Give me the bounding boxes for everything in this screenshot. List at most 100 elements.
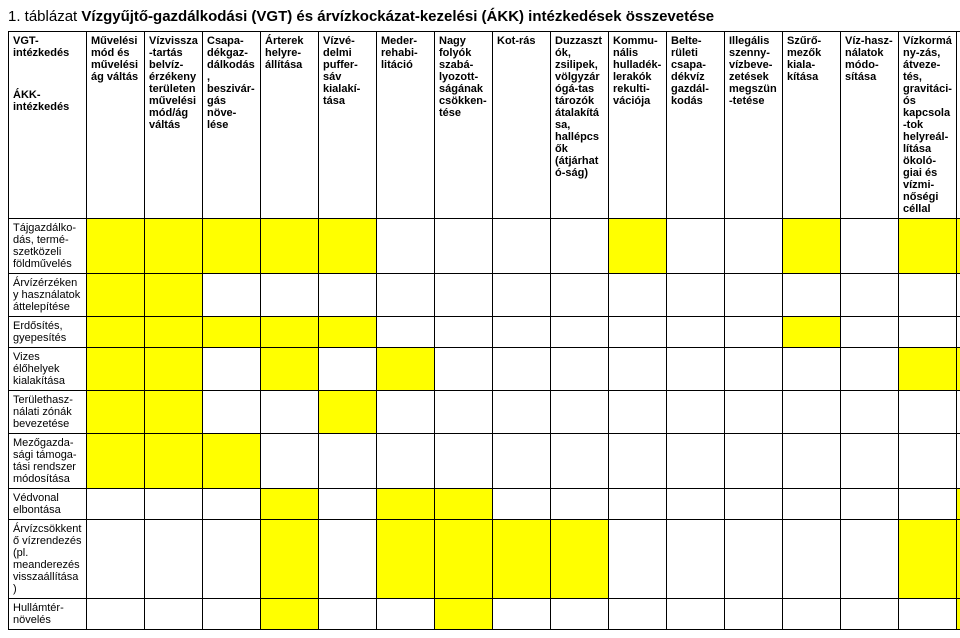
table-row: Vizes élőhelyek kialakítása bbox=[9, 348, 960, 391]
matrix-cell bbox=[203, 274, 261, 317]
matrix-cell bbox=[783, 348, 841, 391]
matrix-cell bbox=[667, 391, 725, 434]
col-header: Nagy folyók szabá-lyozott-ságának csökke… bbox=[435, 32, 493, 219]
matrix-cell bbox=[261, 489, 319, 520]
matrix-cell bbox=[957, 391, 960, 434]
matrix-cell bbox=[145, 391, 203, 434]
col-header: Duzzasztók, zsilipek, völgyzárógá-tas tá… bbox=[551, 32, 609, 219]
matrix-cell bbox=[435, 489, 493, 520]
col-header: Művelési mód és művelési ág váltás bbox=[87, 32, 145, 219]
row-header: Erdősítés, gyepesítés bbox=[9, 317, 87, 348]
row-header: Mezőgazda-sági támoga-tási rendszer módo… bbox=[9, 434, 87, 489]
matrix-cell bbox=[145, 434, 203, 489]
matrix-cell bbox=[667, 348, 725, 391]
table-row: Mezőgazda-sági támoga-tási rendszer módo… bbox=[9, 434, 960, 489]
col-header: Mélyfekvésű területek, mellékágak és hul… bbox=[957, 32, 960, 219]
matrix-cell bbox=[493, 348, 551, 391]
matrix-cell bbox=[783, 520, 841, 599]
row-header: Tájgazdálko-dás, termé-szetközeli földmű… bbox=[9, 219, 87, 274]
matrix-cell bbox=[899, 274, 957, 317]
matrix-cell bbox=[551, 219, 609, 274]
matrix-cell bbox=[725, 274, 783, 317]
matrix-cell bbox=[725, 599, 783, 630]
matrix-cell bbox=[435, 599, 493, 630]
matrix-table: VGT-intézkedés ÁKK-intézkedés Művelési m… bbox=[8, 31, 960, 630]
matrix-cell bbox=[377, 434, 435, 489]
title-prefix: 1. táblázat bbox=[8, 8, 81, 25]
col-header: Kot-rás bbox=[493, 32, 551, 219]
matrix-cell bbox=[261, 348, 319, 391]
matrix-cell bbox=[493, 520, 551, 599]
matrix-cell bbox=[899, 434, 957, 489]
matrix-cell bbox=[377, 489, 435, 520]
matrix-cell bbox=[725, 219, 783, 274]
matrix-cell bbox=[841, 434, 899, 489]
matrix-cell bbox=[667, 434, 725, 489]
matrix-cell bbox=[609, 348, 667, 391]
matrix-cell bbox=[609, 489, 667, 520]
col-header: Árterek helyre-állítása bbox=[261, 32, 319, 219]
matrix-cell bbox=[377, 274, 435, 317]
header-row: VGT-intézkedés ÁKK-intézkedés Művelési m… bbox=[9, 32, 960, 219]
matrix-cell bbox=[493, 599, 551, 630]
matrix-cell bbox=[957, 520, 960, 599]
matrix-cell bbox=[957, 274, 960, 317]
matrix-cell bbox=[435, 317, 493, 348]
matrix-cell bbox=[667, 219, 725, 274]
matrix-cell bbox=[203, 434, 261, 489]
matrix-body: Tájgazdálko-dás, termé-szetközeli földmű… bbox=[9, 219, 960, 630]
matrix-cell bbox=[493, 317, 551, 348]
matrix-cell bbox=[203, 348, 261, 391]
matrix-cell bbox=[841, 219, 899, 274]
matrix-cell bbox=[261, 274, 319, 317]
page-title: 1. táblázat Vízgyűjtő-gazdálkodási (VGT)… bbox=[8, 8, 952, 25]
col-header: Vízvissza-tartás belvíz-érzékeny terület… bbox=[145, 32, 203, 219]
matrix-cell bbox=[203, 317, 261, 348]
matrix-cell bbox=[319, 489, 377, 520]
matrix-cell bbox=[435, 391, 493, 434]
matrix-cell bbox=[261, 317, 319, 348]
matrix-cell bbox=[957, 317, 960, 348]
matrix-cell bbox=[493, 219, 551, 274]
matrix-cell bbox=[609, 599, 667, 630]
matrix-cell bbox=[899, 599, 957, 630]
matrix-cell bbox=[87, 274, 145, 317]
matrix-cell bbox=[783, 391, 841, 434]
matrix-cell bbox=[377, 391, 435, 434]
matrix-cell bbox=[145, 317, 203, 348]
matrix-cell bbox=[87, 599, 145, 630]
matrix-cell bbox=[145, 520, 203, 599]
matrix-cell bbox=[783, 489, 841, 520]
matrix-cell bbox=[667, 599, 725, 630]
matrix-cell bbox=[725, 489, 783, 520]
matrix-cell bbox=[261, 219, 319, 274]
matrix-cell bbox=[551, 489, 609, 520]
matrix-cell bbox=[261, 520, 319, 599]
matrix-cell bbox=[319, 520, 377, 599]
col-header: Vízkormány-zás, átveze-tés, gravitáci-ós… bbox=[899, 32, 957, 219]
matrix-cell bbox=[493, 391, 551, 434]
matrix-cell bbox=[667, 274, 725, 317]
col-header: Szűrő-mezők kiala-kítása bbox=[783, 32, 841, 219]
matrix-cell bbox=[609, 317, 667, 348]
matrix-cell bbox=[493, 434, 551, 489]
col-header: Víz-hasz-nálatok módo-sítása bbox=[841, 32, 899, 219]
matrix-cell bbox=[87, 434, 145, 489]
matrix-cell bbox=[725, 391, 783, 434]
col-header: Meder-rehabi-litáció bbox=[377, 32, 435, 219]
row-header: Árvízcsökkentő vízrendezés (pl. meandere… bbox=[9, 520, 87, 599]
matrix-cell bbox=[493, 274, 551, 317]
matrix-cell bbox=[667, 520, 725, 599]
matrix-cell bbox=[145, 274, 203, 317]
matrix-cell bbox=[551, 434, 609, 489]
matrix-cell bbox=[87, 520, 145, 599]
matrix-cell bbox=[725, 348, 783, 391]
matrix-cell bbox=[435, 434, 493, 489]
matrix-cell bbox=[667, 489, 725, 520]
matrix-cell bbox=[551, 348, 609, 391]
matrix-cell bbox=[841, 348, 899, 391]
matrix-cell bbox=[261, 434, 319, 489]
col-header: Illegális szenny-vízbeve-zetések megszün… bbox=[725, 32, 783, 219]
matrix-cell bbox=[783, 274, 841, 317]
col-header: Kommu-nális hulladék-lerakók rekulti-vác… bbox=[609, 32, 667, 219]
